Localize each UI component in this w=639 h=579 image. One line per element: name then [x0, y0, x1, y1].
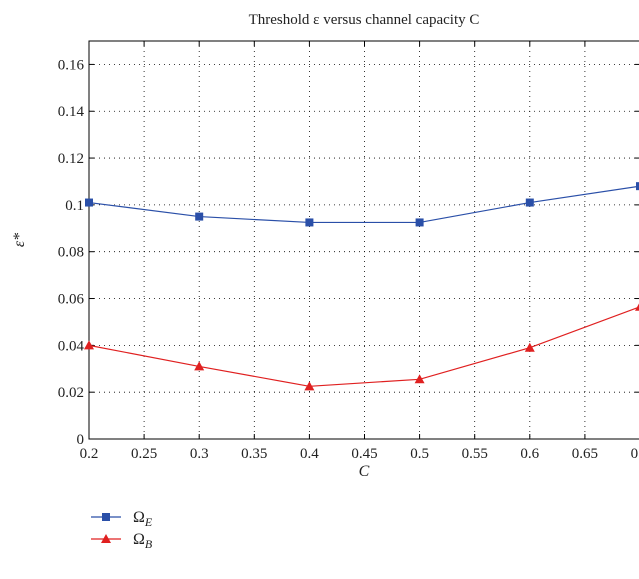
y-tick-label: 0.08	[58, 245, 84, 261]
series-group	[84, 182, 639, 391]
x-tick-label: 0.65	[572, 446, 598, 462]
x-tick-label: 0.55	[462, 446, 488, 462]
y-tick-label: 0	[77, 432, 85, 448]
y-tick-label: 0.14	[58, 104, 85, 120]
x-tick-label: 0.7	[631, 446, 639, 462]
axis-ticks: 0.2 0.25 0.3 0.35 0.4 0.45 0.5 0.55 0.6 0.65 0.7 0 0…	[58, 41, 639, 462]
series-e-point	[85, 198, 93, 207]
x-tick-label: 0.3	[190, 446, 209, 462]
series-b-point	[304, 381, 315, 391]
series-b-point	[414, 374, 425, 384]
legend-item-e: ΩE	[91, 509, 153, 529]
legend-item-b: ΩB	[91, 531, 153, 551]
x-tick-label: 0.45	[351, 446, 377, 462]
x-tick-label: 0.35	[241, 446, 267, 462]
plot-area	[88, 40, 639, 440]
series-e-point	[195, 212, 204, 221]
series-e-point	[415, 218, 424, 227]
x-tick-label: 0.25	[131, 446, 157, 462]
y-tick-label: 0.12	[58, 151, 84, 167]
series-e-point	[636, 182, 639, 191]
x-tick-label: 0.2	[80, 446, 99, 462]
legend-label: ΩE	[133, 509, 153, 529]
y-tick-label: 0.16	[58, 57, 85, 73]
series-b-point	[84, 340, 94, 350]
series-e-point	[305, 218, 314, 227]
series-b-point	[194, 361, 205, 371]
grid	[89, 41, 639, 439]
series-b-line	[88, 306, 639, 387]
x-tick-label: 0.6	[520, 446, 539, 462]
y-tick-label: 0.02	[58, 385, 84, 401]
chart-title: Threshold ε versus channel capacity C	[249, 12, 480, 28]
legend-swatch-marker	[101, 534, 111, 543]
x-tick-label: 0.5	[410, 446, 429, 462]
series-e-line	[88, 185, 639, 224]
series-b-point	[524, 342, 535, 352]
y-tick-label: 0.1	[65, 198, 84, 214]
y-axis-label: ε*	[11, 233, 28, 247]
legend-label: ΩB	[133, 531, 153, 551]
series-e	[85, 182, 639, 227]
series-e-point	[525, 198, 534, 207]
x-tick-label: 0.4	[300, 446, 319, 462]
series-b	[84, 303, 639, 391]
legend-swatch-marker	[102, 513, 110, 521]
y-tick-label: 0.04	[58, 338, 85, 354]
series-b-point	[635, 303, 639, 311]
y-tick-label: 0.06	[58, 292, 85, 308]
x-axis-label: C	[359, 463, 370, 480]
